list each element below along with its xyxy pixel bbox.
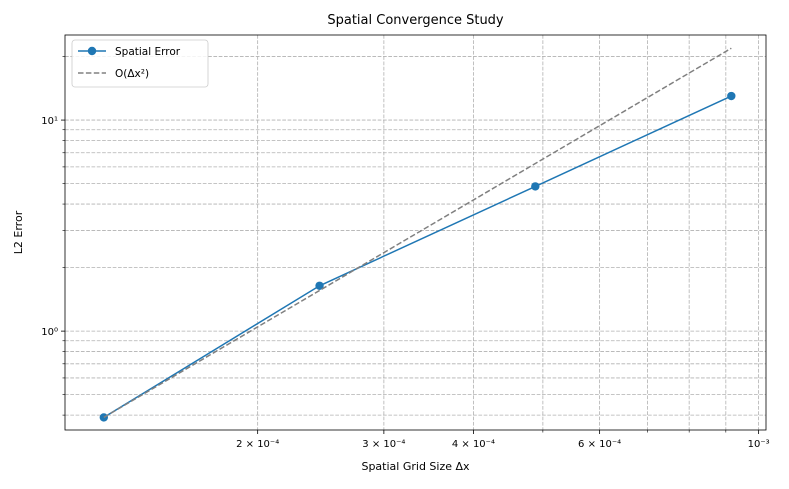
grid-layer — [65, 35, 766, 430]
ticks-layer: 2 × 10⁻⁴ 3 × 10⁻⁴ 4 × 10⁻⁴ 6 × 10⁻⁴ 10⁻³ 10⁰ 1… — [41, 56, 770, 450]
data-point — [315, 281, 324, 290]
x-tick-label: 4 × 10⁻⁴ — [452, 439, 495, 450]
series-line-spatial-error — [103, 95, 732, 419]
legend-label-spatial-error: Spatial Error — [115, 46, 181, 58]
chart-title: Spatial Convergence Study — [327, 13, 504, 28]
y-axis-title: L2 Error — [12, 210, 25, 254]
y-tick-label: 10⁰ — [41, 327, 58, 338]
x-tick-label: 2 × 10⁻⁴ — [236, 439, 279, 450]
data-point — [531, 182, 540, 191]
series-line-reference-slope — [103, 47, 732, 419]
legend-marker-spatial-error — [87, 46, 97, 56]
plot-frame — [64, 34, 767, 431]
x-tick-label: 3 × 10⁻⁴ — [362, 439, 405, 450]
x-tick-label: 6 × 10⁻⁴ — [578, 439, 621, 450]
data-point — [727, 91, 736, 101]
data-point — [99, 413, 109, 422]
legend-label-reference-slope: O(Δx²) — [115, 68, 149, 80]
series-layer — [99, 47, 736, 422]
legend: Spatial Error O(Δx²) — [71, 39, 209, 88]
y-tick-label: 10¹ — [41, 116, 58, 127]
x-tick-label: 10⁻³ — [748, 439, 770, 450]
x-axis-title: Spatial Grid Size Δx — [361, 460, 470, 473]
